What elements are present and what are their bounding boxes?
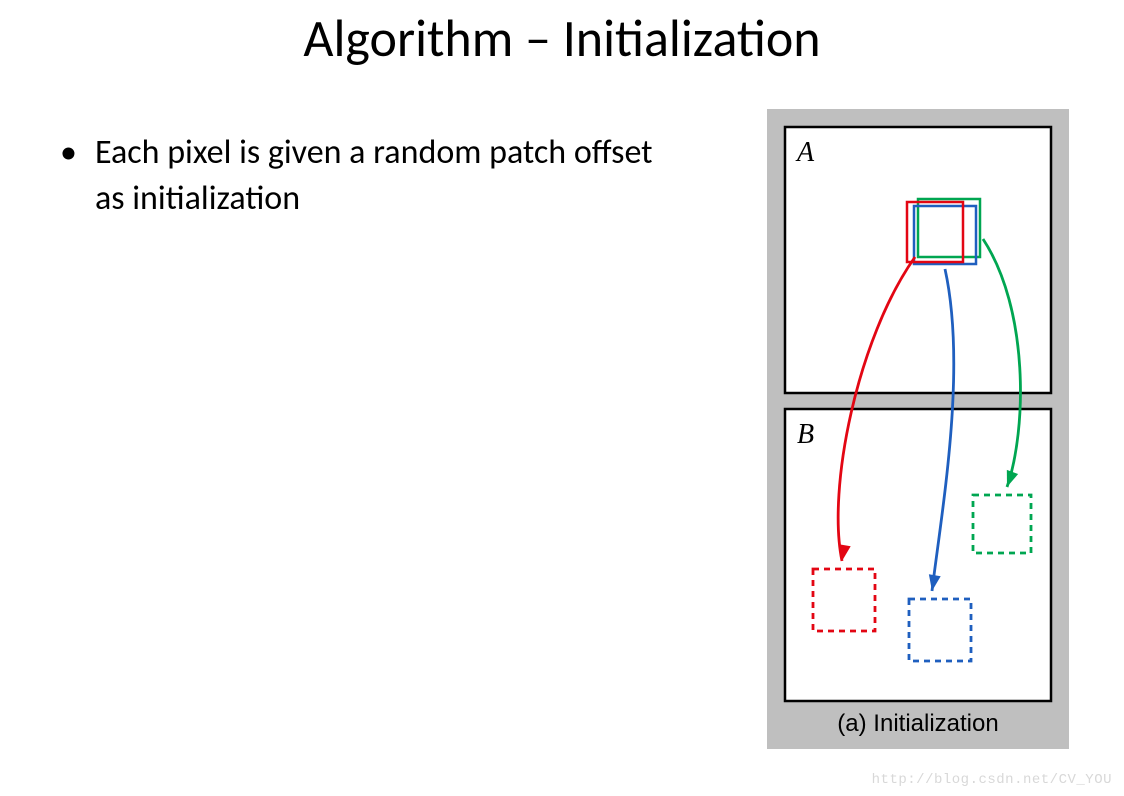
panel-a (785, 127, 1051, 393)
initialization-figure: A B (a) Initialization (767, 109, 1069, 749)
panel-b-label: B (797, 419, 814, 450)
bullet-text: Each pixel is given a random patch offse… (95, 130, 660, 222)
bullet-dot-icon: • (60, 130, 77, 176)
figure-caption: (a) Initialization (837, 710, 998, 737)
page-title: Algorithm – Initialization (0, 6, 1124, 70)
watermark-text: http://blog.csdn.net/CV_YOU (872, 772, 1112, 788)
panel-b (785, 409, 1051, 701)
list-item: • Each pixel is given a random patch off… (60, 130, 660, 222)
panel-a-label: A (795, 137, 815, 168)
bullet-list: • Each pixel is given a random patch off… (60, 130, 660, 222)
